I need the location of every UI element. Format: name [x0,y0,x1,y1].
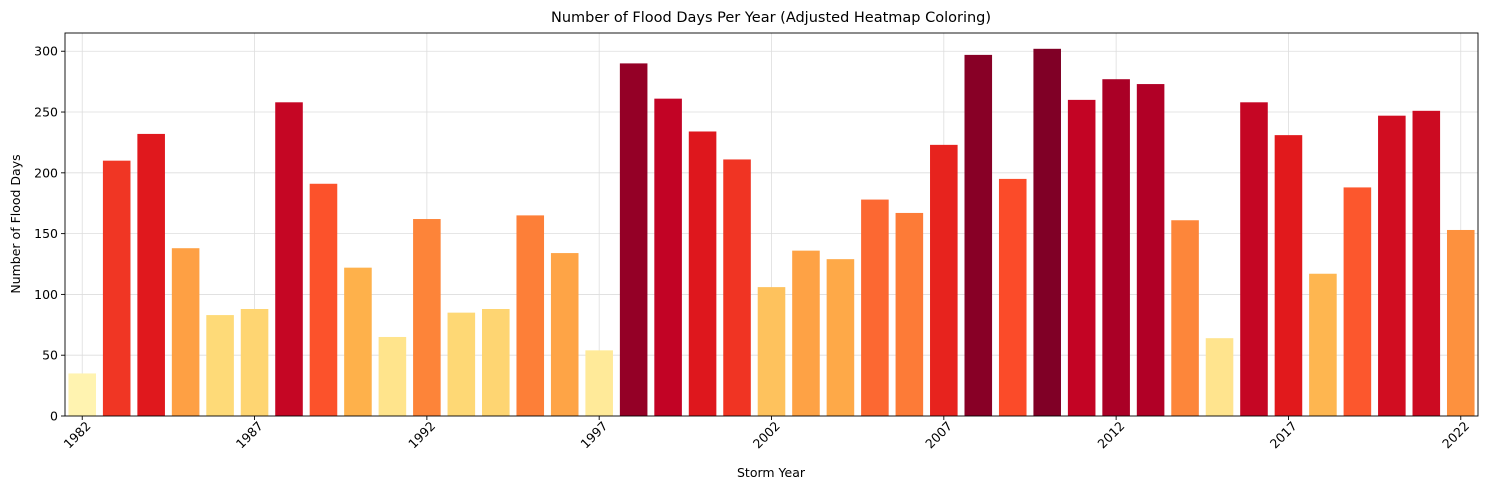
bar-1988 [275,102,303,417]
bar-2007 [930,144,958,416]
bar-1994 [482,309,510,416]
bars [68,48,1475,417]
bar-1986 [206,315,234,416]
bar-2019 [1343,187,1372,416]
bar-1983 [102,160,131,416]
bar-2016 [1240,102,1268,417]
bar-2018 [1309,273,1337,416]
bar-2012 [1102,79,1130,416]
bar-2017 [1274,135,1303,416]
bar-2015 [1205,338,1234,416]
y-tick-label: 200 [34,165,58,180]
x-tick-label: 1982 [60,418,93,451]
y-tick-label: 0 [50,409,58,424]
bar-2005 [861,199,889,416]
bar-1990 [344,267,372,416]
x-tick-label: 1992 [405,418,438,451]
x-tick-label: 1997 [577,418,610,451]
bar-1984 [137,133,165,416]
bar-1985 [171,248,200,416]
bar-2008 [964,54,993,417]
bar-2006 [895,212,924,416]
y-tick-label: 300 [34,44,58,59]
bar-2001 [723,159,751,416]
bar-2009 [998,178,1027,416]
x-axis: 1982 1987 1992 1997 2002 2007 2012 2017 2022 [60,416,1472,451]
bar-1999 [654,98,682,417]
bar-2000 [688,131,717,416]
y-axis: 0 50 100 150 200 250 300 [34,44,65,424]
bar-2020 [1378,115,1406,416]
x-axis-label: Storm Year [737,465,806,480]
bar-2014 [1171,220,1199,416]
bar-1987 [240,309,269,416]
x-tick-label: 2022 [1439,418,1472,451]
x-tick-label: 2017 [1267,418,1300,451]
bar-1982 [68,373,97,416]
y-axis-label: Number of Flood Days [8,154,23,293]
y-tick-label: 150 [34,226,58,241]
bar-1989 [309,183,338,416]
bar-1998 [619,63,648,417]
x-tick-label: 1987 [233,418,266,451]
bar-2004 [826,259,855,416]
x-tick-label: 2007 [922,418,955,451]
bar-1992 [413,219,441,416]
bar-1995 [516,215,545,416]
y-tick-label: 250 [34,105,58,120]
bar-1991 [378,336,407,416]
bar-1996 [550,253,579,416]
bar-2021 [1412,110,1441,417]
chart-title: Number of Flood Days Per Year (Adjusted … [551,10,991,26]
x-tick-label: 2012 [1094,418,1127,451]
bar-2002 [757,287,786,416]
bar-1993 [447,312,476,416]
plot-frame [64,32,1479,417]
bar-2013 [1136,84,1165,417]
bar-2010 [1033,48,1061,417]
y-tick-label: 50 [42,348,58,363]
bar-2003 [792,250,820,416]
x-tick-label: 2002 [750,418,783,451]
bar-2022 [1446,229,1475,416]
bar-2011 [1067,99,1096,416]
y-tick-label: 100 [34,287,58,302]
bar-1997 [585,350,613,416]
